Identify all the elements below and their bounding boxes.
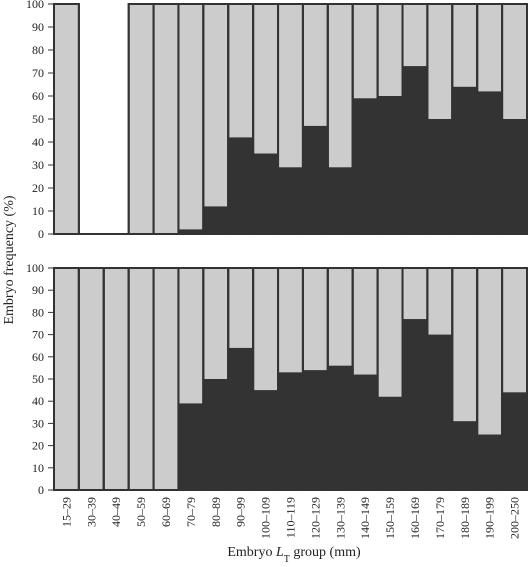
x-tick-label: 150–159	[383, 497, 397, 539]
bar-dark-segment	[402, 319, 428, 490]
y-tick-label: 60	[32, 89, 44, 103]
y-tick-label: 80	[32, 305, 44, 319]
y-tick-label: 50	[32, 372, 44, 386]
y-tick-label: 40	[32, 394, 44, 408]
x-tick-label: 120–129	[308, 497, 322, 539]
bar-dark-segment	[253, 390, 279, 490]
x-label-prefix: Embryo	[227, 545, 276, 560]
x-axis-label: Embryo LT group (mm)	[227, 545, 361, 565]
x-tick-label: 200–250	[508, 497, 522, 539]
bar-dark-segment	[278, 167, 303, 234]
y-tick-label: 70	[32, 66, 44, 80]
bar-dark-segment	[427, 334, 453, 490]
x-label-subscript: T	[284, 554, 290, 565]
x-tick-label: 190–199	[483, 497, 497, 539]
x-tick-label: 50–59	[134, 497, 148, 527]
bar-light-segment	[53, 267, 80, 491]
x-tick-labels: 15–29 30–39 40–49 50–59 60–69 70–79 80–89 90–99…	[59, 497, 521, 539]
y-tick-label: 60	[32, 350, 44, 364]
bar-dark-segment	[452, 86, 478, 234]
bar-dark-segment	[178, 403, 204, 490]
y-tick-label: 50	[32, 112, 44, 126]
y-tick-label: 30	[32, 416, 44, 430]
bar-dark-segment	[477, 434, 503, 490]
y-tick-label: 70	[32, 328, 44, 342]
y-tick-label: 10	[32, 461, 44, 475]
x-tick-label: 30–39	[84, 497, 98, 527]
bar-light-segment	[127, 3, 155, 235]
x-tick-label: 90–99	[234, 497, 248, 527]
y-tick-label: 40	[32, 135, 44, 149]
bar-outline	[501, 3, 528, 235]
bar-dark-segment	[377, 96, 403, 234]
x-tick-label: 170–179	[433, 497, 447, 539]
bar-outline	[53, 3, 80, 235]
bar-dark-segment	[228, 137, 254, 234]
bar-outline	[501, 267, 528, 491]
y-tick-label: 20	[32, 181, 44, 195]
y-axis-label: Embryo frequency (%)	[2, 195, 17, 324]
bar-dark-segment	[327, 365, 353, 490]
bar-dark-segment	[502, 392, 527, 490]
panel-top: 0 10 20 30 40 50 60 70 80 90 100	[26, 0, 528, 241]
bar-dark-segment	[352, 98, 378, 234]
x-tick-label: 140–149	[358, 497, 372, 539]
x-tick-label: 110–119	[284, 497, 298, 538]
bar-dark-segment	[377, 396, 403, 490]
x-label-suffix: group (mm)	[290, 545, 361, 560]
y-tick-label: 30	[32, 158, 44, 172]
x-tick-label: 15–29	[59, 497, 73, 527]
bar-dark-segment	[228, 347, 254, 490]
bar-dark-segment	[352, 374, 378, 490]
y-tick-label: 90	[32, 20, 44, 34]
y-tick-label: 100	[26, 261, 44, 275]
x-tick-label: 80–89	[209, 497, 223, 527]
x-tick-label: 70–79	[184, 497, 198, 527]
bar-dark-segment	[203, 379, 229, 490]
bar-dark-segment	[253, 153, 279, 234]
x-tick-label: 40–49	[109, 497, 123, 527]
bar-dark-segment	[477, 91, 503, 235]
y-tick-label: 100	[26, 0, 44, 11]
bar-dark-segment	[302, 370, 328, 490]
x-tick-label: 60–69	[159, 497, 173, 527]
panel-bottom: 0 10 20 30 40 50 60 70 80 90 100	[26, 261, 528, 497]
y-tick-label: 0	[38, 227, 44, 241]
bar-light-segment	[152, 3, 180, 235]
bar-light-segment	[202, 3, 230, 235]
x-tick-label: 160–169	[408, 497, 422, 539]
bar-dark-segment	[502, 119, 527, 234]
bar-light-segment	[127, 267, 155, 491]
y-tick-label: 20	[32, 439, 44, 453]
bar-light-segment	[152, 267, 180, 491]
x-tick-label: 180–189	[458, 497, 472, 539]
bar-dark-segment	[178, 229, 204, 234]
bar-dark-segment	[452, 421, 478, 490]
y-tick-label: 10	[32, 204, 44, 218]
bar-light-segment	[102, 267, 130, 491]
x-label-variable: L	[275, 545, 284, 560]
bar-dark-segment	[302, 125, 328, 234]
bar-dark-segment	[278, 372, 303, 490]
y-tick-label: 0	[38, 483, 44, 497]
bar-dark-segment	[327, 167, 353, 234]
bar-dark-segment	[427, 119, 453, 234]
x-tick-label: 100–109	[259, 497, 273, 539]
x-tick-label: 130–139	[333, 497, 347, 539]
bar-light-segment	[177, 3, 205, 235]
bar-dark-segment	[203, 206, 229, 234]
y-tick-label: 90	[32, 283, 44, 297]
bar-light-segment	[53, 3, 80, 235]
bar-dark-segment	[402, 66, 428, 234]
y-tick-label: 80	[32, 43, 44, 57]
bar-light-segment	[77, 267, 105, 491]
